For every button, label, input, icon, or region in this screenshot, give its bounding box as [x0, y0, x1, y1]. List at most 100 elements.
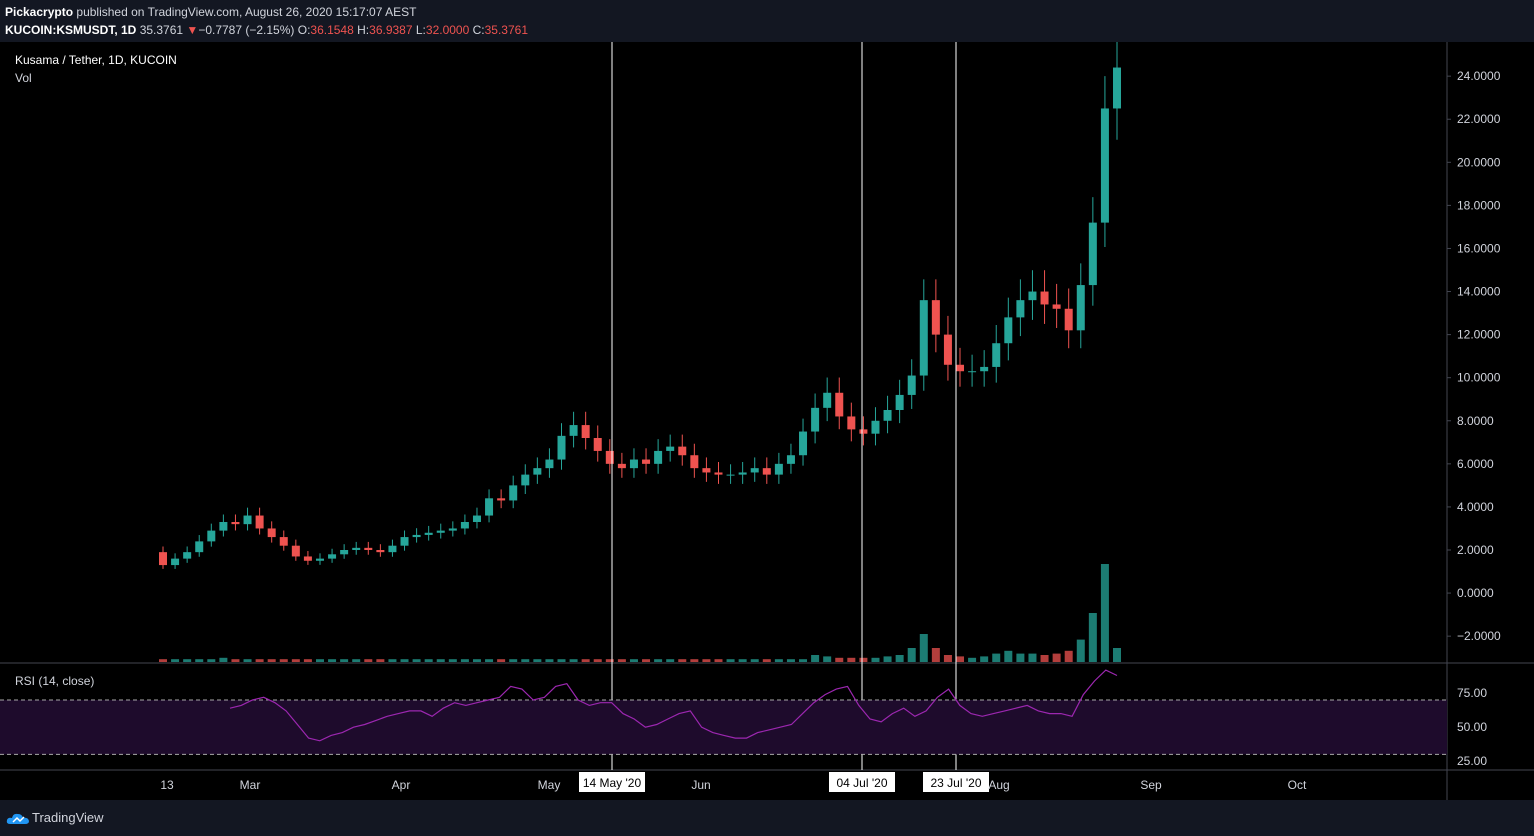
candle-body: [569, 425, 578, 436]
volume-label: Vol: [15, 71, 32, 85]
candle-body: [255, 515, 264, 529]
time-tick-label: Apr: [392, 778, 411, 792]
candle-body: [871, 420, 880, 434]
volume-bar: [811, 655, 820, 662]
candle-body: [485, 498, 494, 516]
price-change: −0.7787 (−2.15%): [198, 23, 295, 37]
candle-body: [581, 425, 590, 438]
candle-body: [291, 545, 300, 557]
candle-body: [968, 371, 977, 373]
volume-bar: [581, 659, 590, 662]
volume-bar: [424, 659, 433, 662]
time-tick-label: Sep: [1140, 778, 1162, 792]
candle-body: [895, 394, 904, 410]
candle-body: [811, 407, 820, 432]
candle-body: [364, 547, 373, 550]
volume-bar: [1040, 655, 1049, 662]
volume-bar: [436, 659, 445, 662]
volume-bar: [799, 659, 808, 662]
price-tick-label: 4.0000: [1457, 500, 1494, 514]
price-tick-label: 14.0000: [1457, 285, 1501, 299]
rsi-tick-label: 50.00: [1457, 720, 1487, 734]
candle-body: [183, 552, 192, 559]
close-value: 35.3761: [484, 23, 529, 37]
publisher-name[interactable]: Pickacrypto: [5, 5, 74, 19]
volume-bar: [642, 659, 651, 662]
candle-body: [847, 416, 856, 430]
tradingview-logo[interactable]: TradingView: [6, 810, 104, 826]
time-tick-label: 13: [160, 778, 174, 792]
close-label: C:: [472, 23, 485, 37]
footer-bar: TradingView: [0, 800, 1534, 836]
volume-bar: [303, 659, 312, 662]
candle-body: [702, 468, 711, 473]
high-label: H:: [357, 23, 370, 37]
candle-body: [412, 534, 421, 538]
candle-body: [629, 459, 638, 469]
price-tick-label: −2.0000: [1457, 629, 1501, 643]
volume-bar: [617, 659, 626, 662]
volume-bar: [412, 659, 421, 662]
candle-body: [956, 364, 965, 372]
symbol-line: KUCOIN:KSMUSDT, 1D 35.3761 ▼−0.7787 (−2.…: [5, 23, 528, 37]
candle-body: [303, 556, 312, 561]
candle-body: [376, 550, 385, 553]
volume-bar: [1076, 639, 1085, 662]
volume-bar: [1016, 653, 1025, 662]
volume-bar: [183, 659, 192, 662]
volume-bar: [629, 659, 638, 662]
rsi-label: RSI (14, close): [15, 674, 94, 688]
volume-bar: [195, 659, 204, 662]
volume-bar: [376, 659, 385, 662]
volume-bar: [509, 659, 518, 662]
candle-body: [835, 392, 844, 417]
candle-body: [1113, 67, 1121, 109]
candle-body: [1016, 300, 1025, 318]
volume-bar: [943, 655, 952, 662]
volume-bar: [243, 659, 252, 662]
low-label: L:: [415, 23, 426, 37]
rsi-pane: [0, 669, 1447, 755]
candle-body: [750, 468, 759, 473]
volume-bar: [605, 659, 614, 662]
candle-body: [328, 554, 337, 559]
volume-bar: [714, 659, 723, 662]
rsi-tick-label: 75.00: [1457, 686, 1487, 700]
highlight-date-label: 14 May '20: [583, 776, 642, 790]
open-value: 36.1548: [310, 23, 354, 37]
volume-bar: [219, 657, 228, 662]
volume-bar: [315, 659, 324, 662]
highlight-date-box: [829, 772, 895, 792]
candle-body: [243, 515, 252, 525]
price-tick-label: 20.0000: [1457, 155, 1501, 169]
candles: [159, 32, 1121, 569]
volume-bar: [364, 659, 373, 662]
price-tick-label: 2.0000: [1457, 543, 1494, 557]
candle-body: [472, 515, 481, 522]
price-chart[interactable]: 14 May '20 04 Jul '20 23 Jul '20 24.0000 22…: [0, 32, 1534, 800]
symbol-label: KUCOIN:KSMUSDT, 1D: [5, 23, 137, 37]
candle-body: [980, 366, 989, 372]
volume-bar: [279, 659, 288, 662]
candle-body: [388, 545, 397, 553]
candle-body: [642, 459, 651, 464]
price-tick-label: 0.0000: [1457, 586, 1494, 600]
chart-title: Kusama / Tether, 1D, KUCOIN: [15, 53, 177, 67]
candle-body: [195, 541, 204, 553]
candle-body: [460, 522, 469, 529]
candle-body: [859, 429, 868, 434]
volume-bar: [593, 659, 602, 662]
low-value: 32.0000: [425, 23, 470, 37]
volume-bar: [1004, 650, 1013, 662]
price-tick-label: 16.0000: [1457, 241, 1501, 255]
candle-body: [231, 522, 240, 525]
price-tick-label: 24.0000: [1457, 69, 1501, 83]
volume-bar: [497, 659, 506, 662]
candle-body: [279, 537, 288, 546]
candle-body: [159, 552, 167, 566]
highlight-date-box: [923, 772, 989, 792]
candle-body: [557, 435, 566, 460]
volume-bar: [255, 659, 264, 662]
chart-area[interactable]: 14 May '20 04 Jul '20 23 Jul '20 24.0000 22…: [0, 32, 1534, 800]
candle-body: [219, 522, 228, 531]
